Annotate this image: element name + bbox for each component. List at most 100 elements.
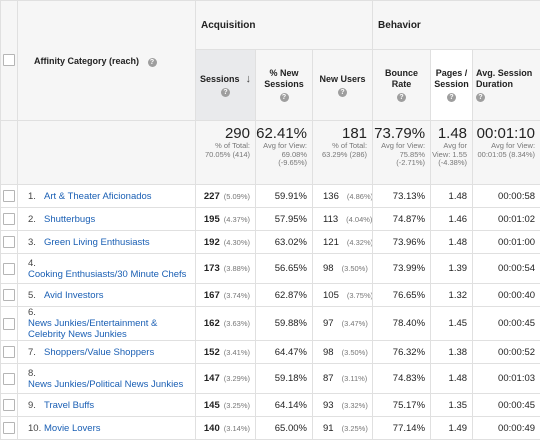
row-checkbox[interactable] [3, 346, 15, 358]
bounce-rate-cell: 77.14% [373, 417, 431, 440]
select-all-header [1, 1, 18, 121]
row-checkbox[interactable] [3, 263, 15, 275]
row-checkbox[interactable] [3, 373, 15, 385]
new-users-percent: (3.25%) [342, 424, 368, 433]
sessions-percent: (5.09%) [224, 192, 250, 201]
help-icon[interactable]: ? [447, 93, 456, 102]
bounce-rate-cell: 73.96% [373, 231, 431, 254]
row-number: 1. [28, 191, 44, 202]
row-checkbox[interactable] [3, 318, 15, 330]
totals-sessions: 290 % of Total: 70.05% (414) [196, 121, 256, 185]
category-cell: 8.News Junkies/Political News Junkies [18, 364, 196, 394]
sort-descending-icon[interactable]: ↓ [246, 73, 252, 85]
help-icon[interactable]: ? [476, 93, 485, 102]
new-users-cell: 98(3.50%) [313, 254, 373, 284]
sessions-cell: 145(3.25%) [196, 394, 256, 417]
category-link[interactable]: Cooking Enthusiasts/30 Minute Chefs [28, 269, 186, 280]
category-link[interactable]: Green Living Enthusiasts [44, 237, 150, 248]
totals-pages-session: 1.48 Avg for View: 1.55 (-4.38%) [431, 121, 473, 185]
row-number: 4. [28, 258, 44, 269]
row-number: 8. [28, 368, 44, 379]
row-number: 9. [28, 400, 44, 411]
category-link[interactable]: Art & Theater Aficionados [44, 191, 152, 202]
select-all-checkbox[interactable] [3, 54, 15, 66]
row-number: 6. [28, 307, 44, 318]
behavior-group-header: Behavior [373, 1, 540, 50]
new-sessions-header-label: % New Sessions [264, 68, 304, 89]
sessions-percent: (3.63%) [224, 319, 250, 328]
sessions-column-header[interactable]: Sessions ↓ ? [196, 50, 256, 121]
row-checkbox[interactable] [3, 236, 15, 248]
pages-session-cell: 1.49 [431, 417, 473, 440]
row-checkbox-cell [1, 307, 18, 341]
new-users-percent: (3.50%) [342, 348, 368, 357]
new-users-value: 97 [323, 318, 334, 329]
bounce-rate-column-header[interactable]: Bounce Rate ? [373, 50, 431, 121]
category-link[interactable]: Travel Buffs [44, 400, 94, 411]
sessions-cell: 147(3.29%) [196, 364, 256, 394]
bounce-rate-cell: 74.83% [373, 364, 431, 394]
category-link[interactable]: News Junkies/Entertainment & Celebrity N… [28, 318, 195, 340]
bounce-rate-cell: 76.32% [373, 341, 431, 364]
dimension-header[interactable]: Affinity Category (reach) ? [18, 1, 196, 121]
bounce-rate-cell: 76.65% [373, 284, 431, 307]
row-checkbox[interactable] [3, 399, 15, 411]
row-checkbox-cell [1, 417, 18, 440]
category-cell: 3.Green Living Enthusiasts [18, 231, 196, 254]
category-link[interactable]: News Junkies/Political News Junkies [28, 379, 183, 390]
new-sessions-cell: 59.88% [256, 307, 313, 341]
sessions-percent: (3.14%) [224, 424, 250, 433]
new-sessions-column-header[interactable]: % New Sessions ? [256, 50, 313, 121]
new-users-header-label: New Users [320, 74, 366, 84]
sessions-header-label: Sessions [200, 74, 240, 84]
category-cell: 10.Movie Lovers [18, 417, 196, 440]
new-users-value: 91 [323, 423, 334, 434]
pages-session-cell: 1.38 [431, 341, 473, 364]
help-icon[interactable]: ? [338, 88, 347, 97]
new-users-column-header[interactable]: New Users ? [313, 50, 373, 121]
sessions-cell: 173 (3.88%) [196, 254, 256, 284]
new-users-cell: 87(3.11%) [313, 364, 373, 394]
sessions-value: 227 [204, 191, 220, 202]
new-users-cell: 98(3.50%) [313, 341, 373, 364]
row-checkbox[interactable] [3, 190, 15, 202]
new-sessions-cell: 59.18% [256, 364, 313, 394]
help-icon[interactable]: ? [397, 93, 406, 102]
duration-column-header[interactable]: Avg. Session Duration ? [473, 50, 540, 121]
category-link[interactable]: Shutterbugs [44, 214, 95, 225]
table-row: 9.Travel Buffs 145(3.25%) 64.14% 93(3.32… [1, 394, 540, 417]
sessions-value: 173 [204, 263, 220, 274]
help-icon[interactable]: ? [221, 88, 230, 97]
sessions-percent: (4.30%) [224, 238, 250, 247]
dimension-label: Affinity Category (reach) [34, 56, 139, 66]
table-row: 7.Shoppers/Value Shoppers 152(3.41%) 64.… [1, 341, 540, 364]
duration-header-label: Avg. Session Duration [476, 68, 532, 89]
new-users-percent: (3.32%) [342, 401, 368, 410]
sessions-cell: 195(4.37%) [196, 208, 256, 231]
category-link[interactable]: Movie Lovers [44, 423, 101, 434]
pages-session-column-header[interactable]: Pages / Session ? [431, 50, 473, 121]
row-checkbox[interactable] [3, 213, 15, 225]
pages-session-cell: 1.46 [431, 208, 473, 231]
pages-session-cell: 1.48 [431, 231, 473, 254]
bounce-rate-cell: 73.13% [373, 185, 431, 208]
sessions-percent: (3.88%) [224, 264, 250, 273]
pages-session-cell: 1.48 [431, 364, 473, 394]
help-icon[interactable]: ? [148, 58, 157, 67]
duration-cell: 00:01:03 [473, 364, 540, 394]
row-checkbox-cell [1, 394, 18, 417]
category-cell: 5.Avid Investors [18, 284, 196, 307]
new-sessions-cell: 57.95% [256, 208, 313, 231]
new-sessions-cell: 64.47% [256, 341, 313, 364]
category-link[interactable]: Avid Investors [44, 290, 104, 301]
new-users-percent: (4.86%) [347, 192, 373, 201]
new-sessions-cell: 56.65% [256, 254, 313, 284]
row-checkbox[interactable] [3, 422, 15, 434]
row-checkbox[interactable] [3, 289, 15, 301]
new-sessions-cell: 64.14% [256, 394, 313, 417]
help-icon[interactable]: ? [280, 93, 289, 102]
row-number: 7. [28, 347, 44, 358]
row-checkbox-cell [1, 341, 18, 364]
totals-bounce-rate: 73.79% Avg for View: 75.85% (-2.71%) [373, 121, 431, 185]
category-link[interactable]: Shoppers/Value Shoppers [44, 347, 154, 358]
